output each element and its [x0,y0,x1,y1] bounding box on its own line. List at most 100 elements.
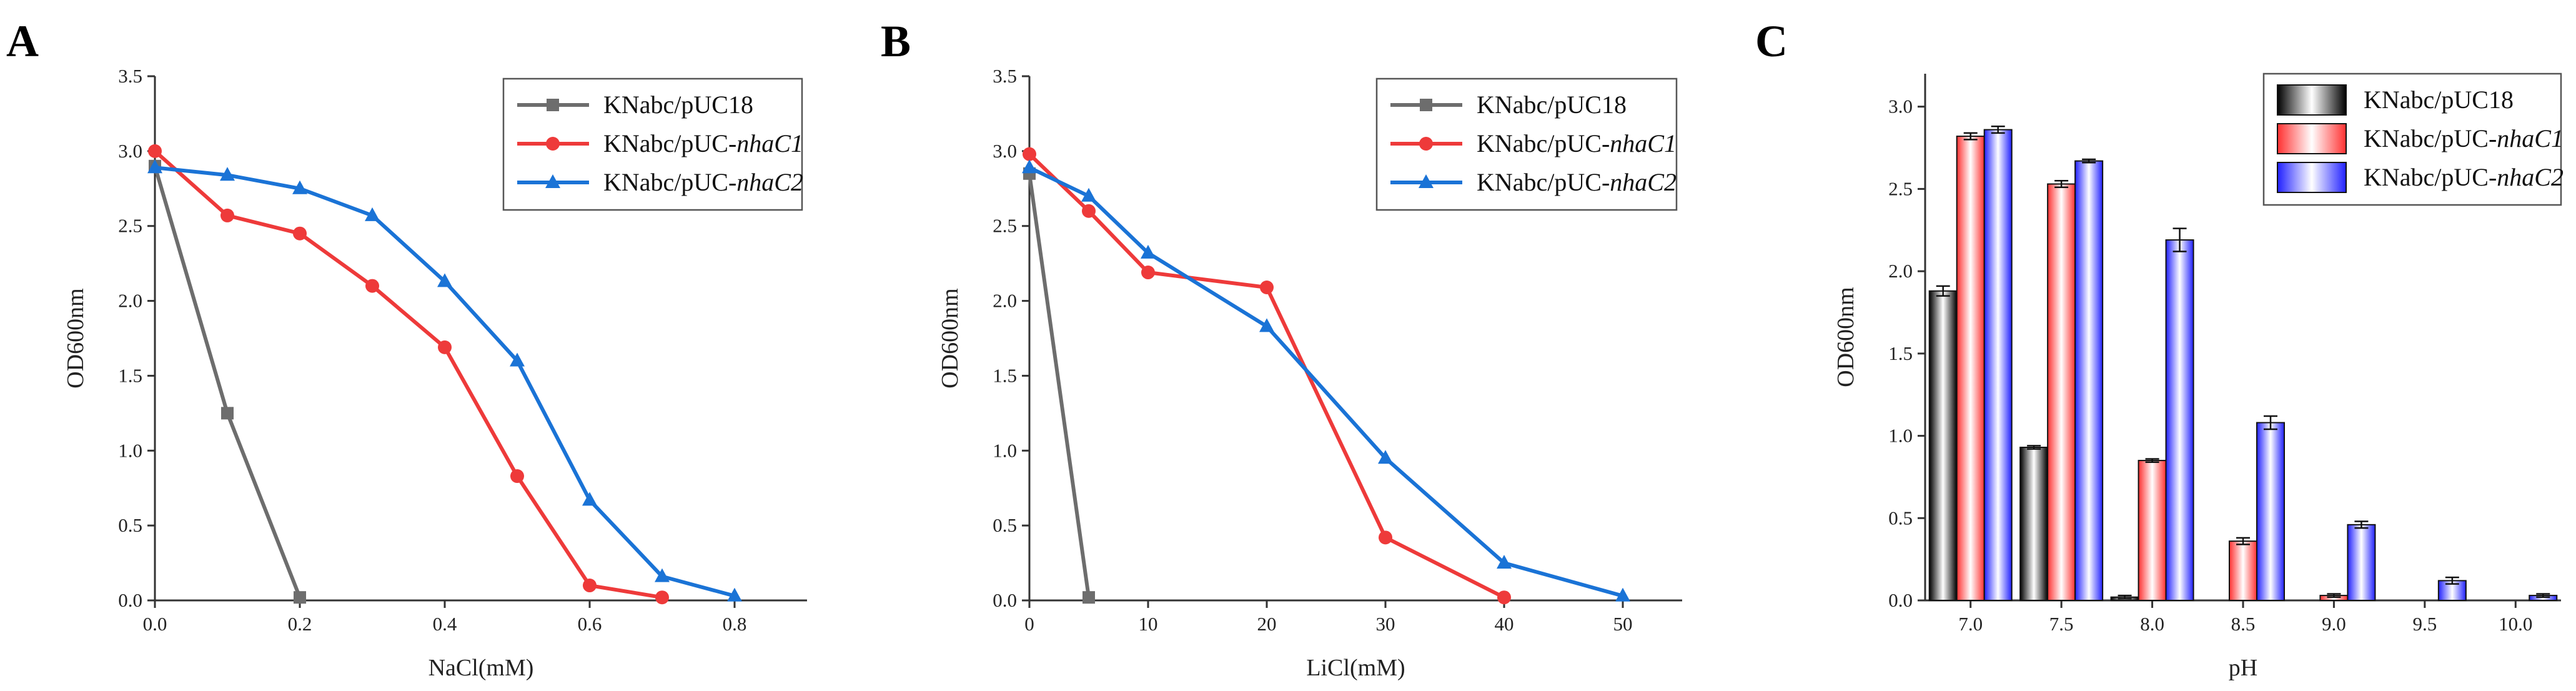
series-point-1 [655,590,669,605]
legend-entry-prefix: KNabc/pUC- [1477,168,1610,196]
x-axis-title: pH [2229,655,2257,681]
series-point-0 [1082,591,1095,604]
legend-entry: KNabc/pUC-nhaC2 [2364,163,2564,191]
y-tick-label: 2.5 [993,215,1017,237]
x-tick-label: 8.0 [2140,613,2164,635]
legend-entry: KNabc/pUC-nhaC1 [603,129,803,157]
series-point-1 [1260,280,1274,294]
series-line-0 [153,165,302,599]
series-point-2 [220,167,235,181]
bar-2 [2347,524,2376,601]
series-line-1 [154,149,663,600]
legend-entry: KNabc/pUC18 [603,91,753,119]
chart-a-nacl: 0.0 0.5 1.0 1.5 2.0 2.5 3.0 3.5 0.0 0.2 0.4 0.6 0.8 N… [62,65,807,681]
legend-entry-prefix: KNabc/pUC- [603,168,736,196]
x-tick-label: 0.4 [433,613,457,635]
x-tick-label: 8.5 [2231,613,2256,635]
series-point-1 [438,340,452,354]
legend-entry: KNabc/pUC-nhaC2 [1477,168,1677,196]
x-tick-label: 0.8 [723,613,747,635]
legend-entry-prefix: KNabc/pUC18 [603,91,753,119]
y-tick-label: 0.5 [993,514,1017,536]
series-point-2 [582,492,597,506]
series-point-2 [510,352,525,367]
x-tick-label: 9.5 [2412,613,2437,635]
y-tick-label: 2.0 [118,290,142,312]
series-point-1 [293,226,307,241]
x-axis-title: LiCl(mM) [1306,655,1405,681]
series-point-2 [1081,187,1096,202]
y-tick-label: 0.0 [1888,589,1913,611]
panel-letter-b: B [881,16,911,66]
x-tick-label: 20 [1257,613,1277,635]
y-tick-label: 3.5 [993,65,1017,87]
bar-0 [2019,447,2049,601]
legend-entry-gene: nhaC2 [1610,168,1677,196]
legend-entry-prefix: KNabc/pUC- [2364,124,2497,152]
y-tick-label: 1.0 [118,439,142,461]
legend-entry-prefix: KNabc/pUC- [1477,129,1610,157]
series-point-0 [221,407,234,420]
x-tick-label: 7.0 [1958,613,1983,635]
legend-swatch-bar [2277,162,2347,193]
series-point-1 [220,208,234,222]
bar-2 [2165,239,2194,601]
x-tick-label: 30 [1376,613,1395,635]
series-point-2 [727,587,742,602]
series-point-2 [1497,555,1512,569]
series-point-1 [1023,147,1036,161]
y-tick-label: 1.5 [118,364,142,386]
legend-swatch-bar [2277,123,2347,154]
series-point-2 [655,568,670,582]
y-tick-label: 2.5 [1888,177,1913,199]
series-point-2 [437,273,452,287]
series-line-1 [1028,152,1505,599]
series-line-2 [154,166,735,598]
bar-1 [2138,460,2167,601]
y-tick-label: 0.0 [993,589,1017,611]
y-tick-label: 1.0 [1888,425,1913,447]
x-tick-label: 10 [1139,613,1158,635]
series-point-1 [1497,590,1511,605]
x-tick-label: 9.0 [2322,613,2346,635]
y-tick-label: 0.0 [118,589,142,611]
legend-entry-gene: nhaC1 [2497,124,2564,152]
y-tick-label: 1.0 [993,439,1017,461]
y-tick-label: 3.0 [1888,96,1913,117]
series-point-1 [583,579,597,593]
bar-1 [2229,540,2257,601]
y-axis-title: OD600nm [62,288,89,388]
y-tick-label: 1.5 [1888,342,1913,364]
chart-c-ph: 0.0 0.5 1.0 1.5 2.0 2.5 3.0 7.0 7.5 8.0 8.5 9.0 9.5 1… [1833,72,2564,681]
series-point-1 [365,279,379,293]
y-axis-title: OD600nm [937,288,963,388]
series-point-1 [1082,204,1096,218]
bar-1 [1956,136,1985,601]
y-tick-label: 2.5 [118,215,142,237]
bar-2 [1983,129,2013,602]
y-tick-label: 3.5 [118,65,142,87]
legend-swatch-marker [1420,99,1432,111]
series-point-2 [292,180,307,194]
x-tick-label: 7.5 [2049,613,2074,635]
series-point-0 [294,591,306,604]
y-tick-label: 0.5 [118,514,142,536]
y-tick-label: 1.5 [993,364,1017,386]
y-tick-label: 3.0 [993,140,1017,162]
bar-0 [1928,290,1958,601]
y-axis-title: OD600nm [1833,287,1859,387]
y-tick-label: 2.0 [993,290,1017,312]
legend-entry-prefix: KNabc/pUC- [603,129,736,157]
series-point-2 [1141,244,1156,259]
legend-swatch-marker [547,99,559,111]
legend-entry-gene: nhaC1 [736,129,803,157]
x-tick-label: 10.0 [2499,613,2532,635]
x-tick-label: 50 [1613,613,1633,635]
legend-entry: KNabc/pUC18 [2364,86,2514,114]
legend-entry-gene: nhaC2 [736,168,803,196]
series-point-1 [1379,530,1392,545]
legend-entry-prefix: KNabc/pUC18 [2364,86,2514,114]
series-point-2 [1022,159,1037,174]
bar-2 [2074,160,2104,601]
series-line-2 [1028,166,1623,598]
